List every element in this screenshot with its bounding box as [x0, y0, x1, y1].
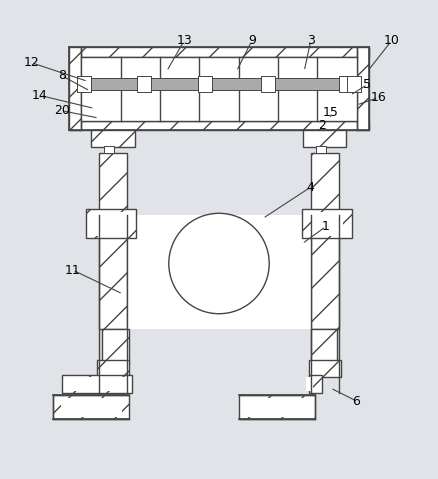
- Bar: [81, 78, 357, 90]
- Bar: [95, 212, 127, 236]
- Bar: [77, 76, 91, 91]
- Bar: [311, 153, 339, 216]
- Bar: [198, 76, 212, 91]
- Text: 9: 9: [248, 34, 256, 47]
- Bar: [69, 47, 81, 130]
- Text: 3: 3: [307, 34, 314, 47]
- Bar: [91, 130, 135, 147]
- Bar: [308, 375, 321, 393]
- Bar: [303, 130, 346, 147]
- Text: 20: 20: [54, 104, 70, 117]
- Bar: [137, 76, 151, 91]
- Bar: [311, 329, 337, 364]
- Text: 1: 1: [322, 220, 330, 233]
- Bar: [97, 360, 130, 377]
- Text: 8: 8: [58, 69, 66, 82]
- Text: 12: 12: [23, 56, 39, 69]
- Bar: [99, 153, 127, 216]
- Bar: [357, 47, 369, 130]
- Text: 14: 14: [32, 89, 48, 102]
- Bar: [62, 375, 132, 393]
- Bar: [69, 121, 369, 130]
- Bar: [127, 216, 311, 329]
- Bar: [104, 146, 114, 153]
- Text: 16: 16: [371, 91, 386, 104]
- Bar: [81, 57, 357, 121]
- Bar: [347, 76, 361, 91]
- Bar: [302, 209, 352, 238]
- Bar: [311, 216, 339, 329]
- Circle shape: [169, 213, 269, 314]
- Bar: [239, 395, 315, 420]
- Bar: [306, 377, 313, 390]
- Bar: [102, 329, 129, 364]
- Bar: [316, 146, 325, 153]
- Bar: [99, 216, 127, 329]
- Text: 15: 15: [322, 106, 338, 119]
- Text: 4: 4: [307, 181, 314, 194]
- Text: 10: 10: [384, 34, 399, 47]
- Text: 2: 2: [318, 119, 325, 132]
- Bar: [261, 76, 275, 91]
- Bar: [86, 209, 136, 238]
- Bar: [308, 360, 341, 377]
- Bar: [68, 377, 127, 390]
- Text: 6: 6: [353, 395, 360, 408]
- Bar: [77, 76, 91, 91]
- Bar: [61, 398, 122, 417]
- Bar: [53, 395, 130, 420]
- Bar: [339, 76, 353, 91]
- Text: 11: 11: [65, 263, 81, 276]
- Text: 5: 5: [364, 78, 371, 91]
- Bar: [69, 47, 369, 57]
- Text: 13: 13: [176, 34, 192, 47]
- Bar: [247, 398, 307, 417]
- Bar: [311, 212, 343, 236]
